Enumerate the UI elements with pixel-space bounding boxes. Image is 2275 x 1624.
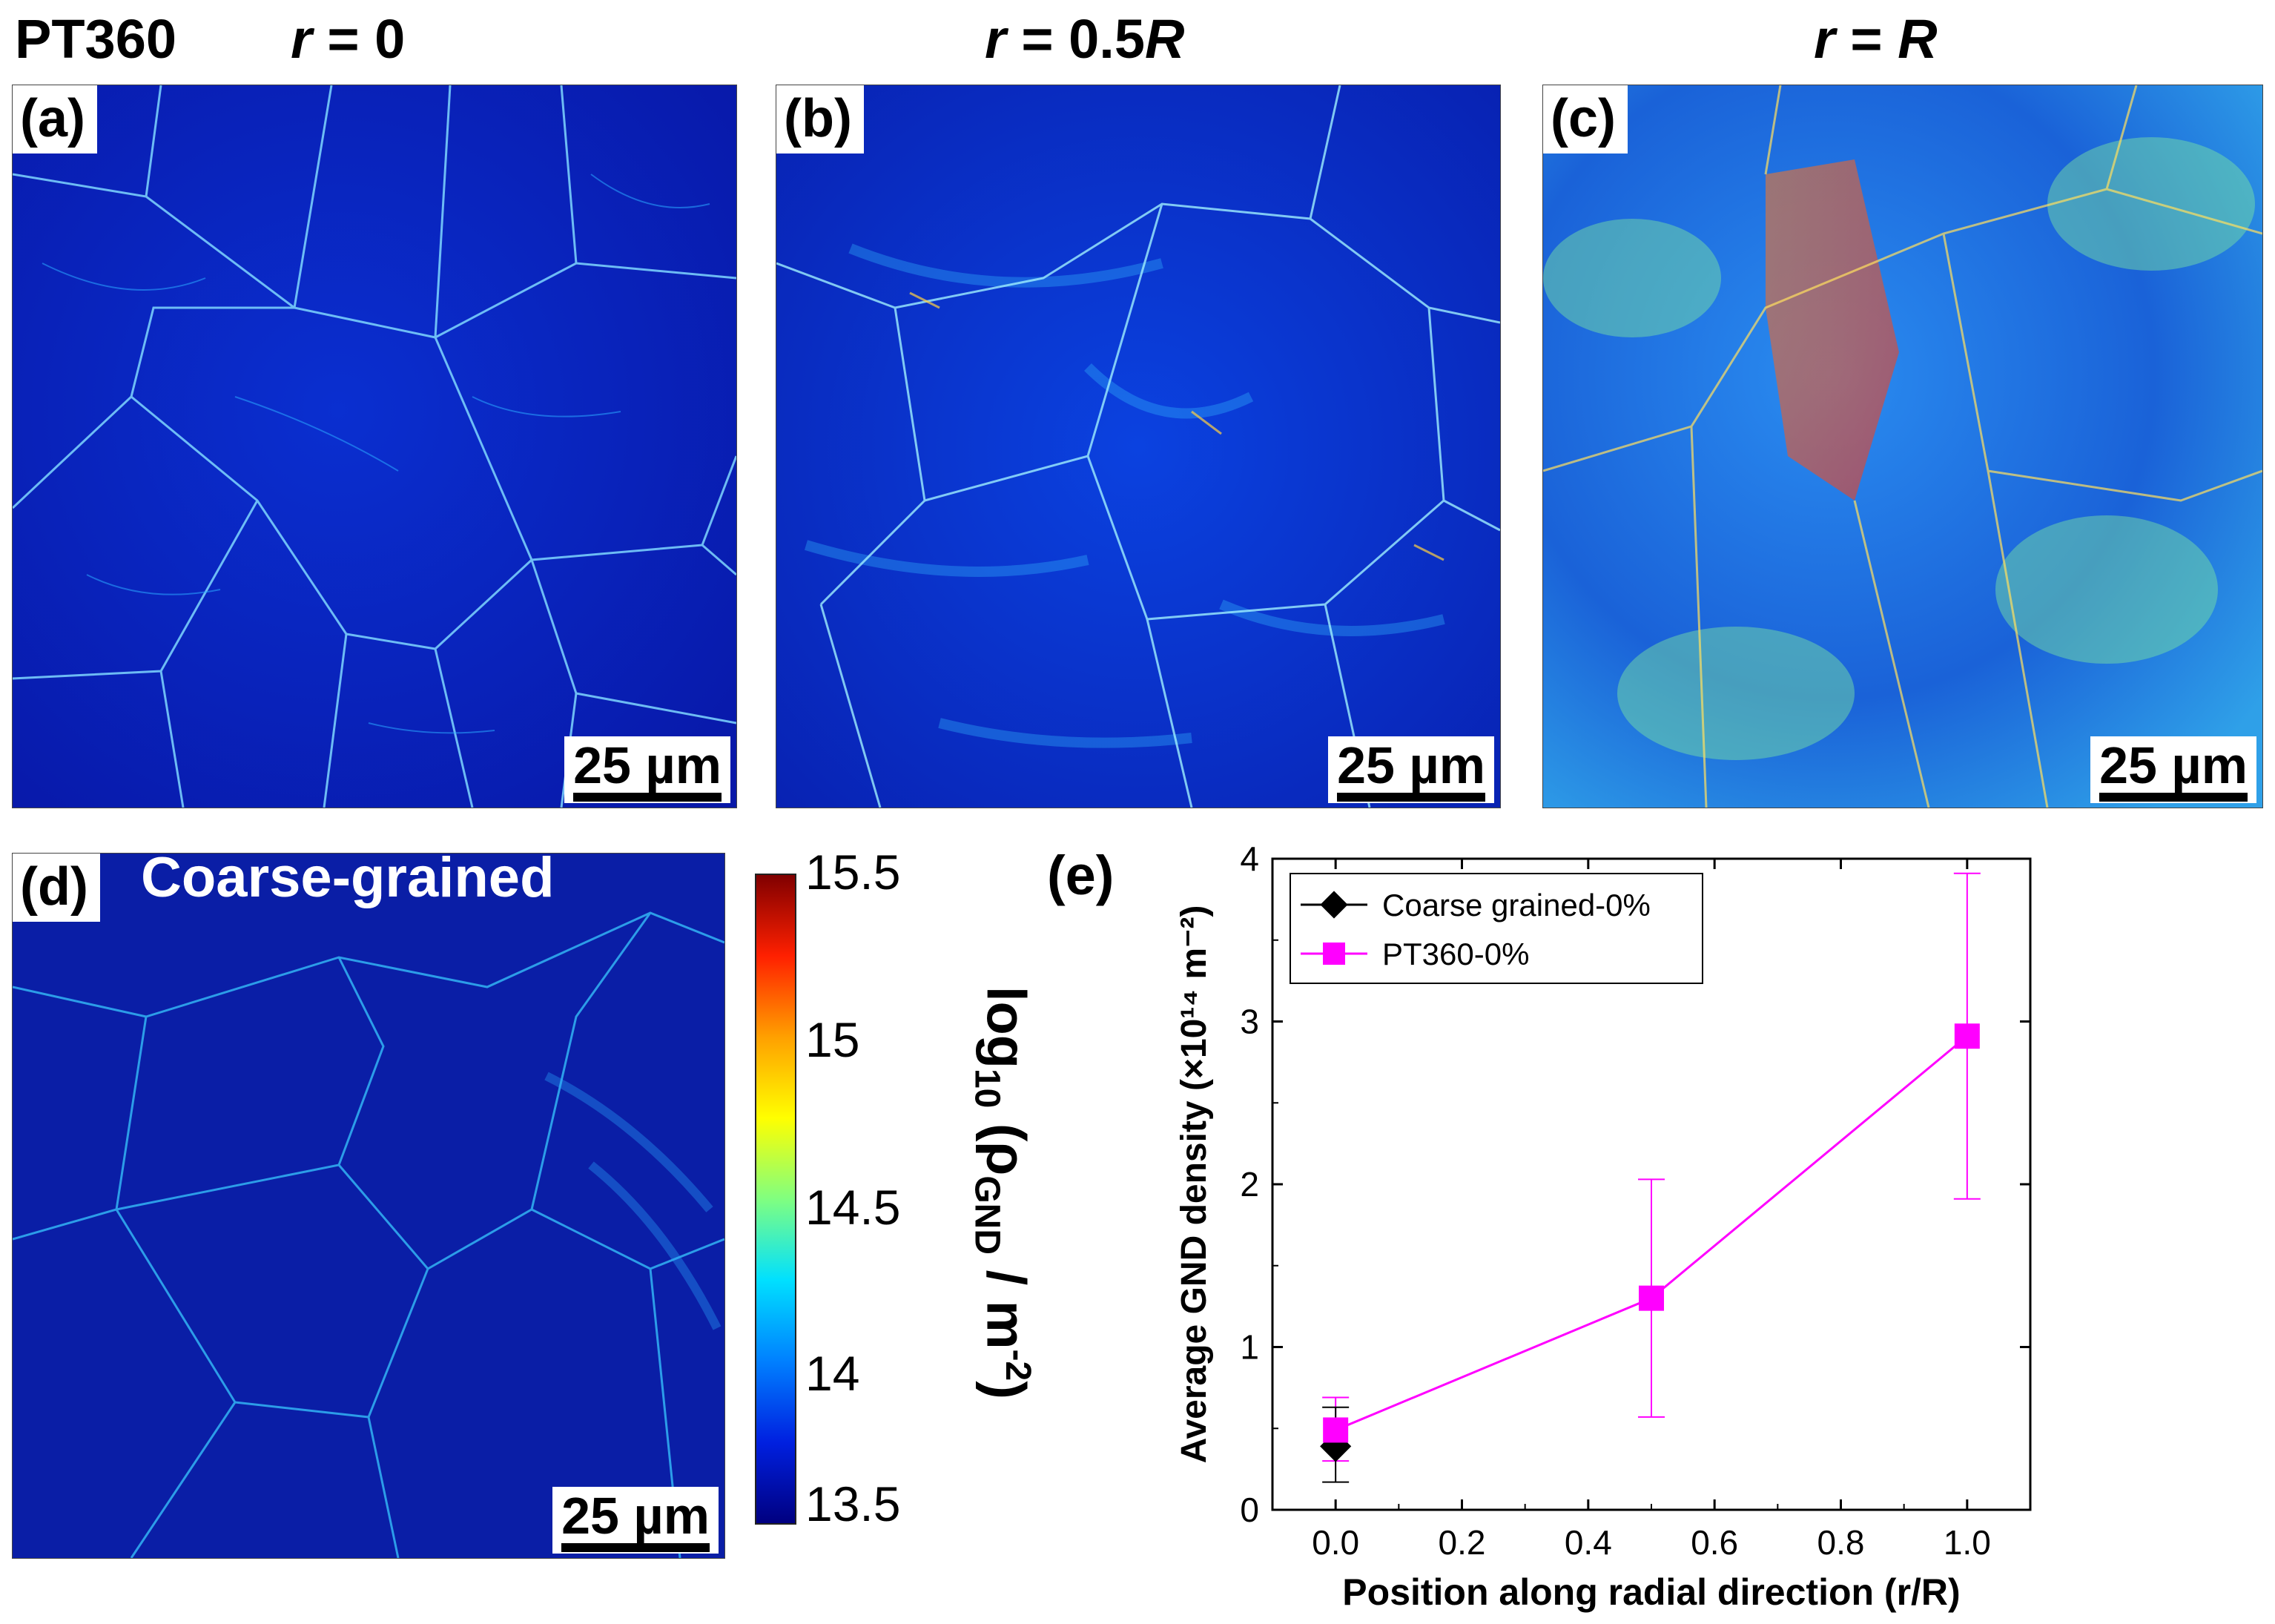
data-point (1639, 1285, 1664, 1311)
header-col-c-eq: = (1835, 8, 1898, 70)
x-tick-label: 0.6 (1691, 1523, 1738, 1562)
header-col-c-var: r (1814, 8, 1835, 70)
scale-bar-a: 25 µm (564, 736, 730, 803)
gnd-map-panel-b: (b) 25 µm (776, 85, 1501, 808)
x-tick-label: 0.2 (1439, 1523, 1486, 1562)
x-tick-label: 0.8 (1817, 1523, 1865, 1562)
header-col-b-eq: = 0.5 (1006, 8, 1146, 70)
x-tick-label: 0.0 (1312, 1523, 1359, 1562)
header-col-b-suffix: R (1145, 8, 1185, 70)
header-col-b: r = 0.5R (985, 7, 1184, 70)
gnd-map-panel-d: (d) 25 µm (12, 853, 725, 1559)
sample-name: PT360 (15, 8, 177, 70)
header-col-a-eq: = 0 (311, 8, 406, 70)
y-tick-label: 3 (1240, 1003, 1259, 1041)
colorbar-tick-label: 14 (805, 1346, 860, 1401)
scale-bar-d: 25 µm (552, 1487, 719, 1554)
gnd-map-panel-c: (c) 25 µm (1542, 85, 2263, 808)
data-point (1323, 1417, 1349, 1443)
colorbar-tick-label: 15.5 (805, 845, 901, 900)
gnd-map-c-image (1543, 85, 2262, 808)
legend-label: Coarse grained-0% (1382, 888, 1651, 922)
y-tick-label: 1 (1240, 1328, 1259, 1367)
legend-marker (1320, 891, 1348, 919)
scale-bar-d-text: 25 µm (561, 1487, 710, 1545)
header-col-b-var: r (985, 8, 1006, 70)
header-col-c-suffix: R (1898, 8, 1938, 70)
gnd-map-a-image (13, 85, 736, 808)
coarse-grained-title: Coarse-grained (141, 846, 555, 909)
y-tick-label: 2 (1240, 1165, 1259, 1204)
panel-b-label: (b) (776, 85, 864, 154)
colorbar (755, 874, 796, 1525)
data-point (1954, 1023, 1980, 1049)
panel-e-label: (e) (1047, 845, 1115, 906)
scale-bar-c-text: 25 µm (2099, 736, 2248, 794)
scale-bar-a-line (573, 793, 722, 802)
scale-bar-c: 25 µm (2090, 736, 2256, 803)
legend-marker (1323, 943, 1345, 965)
legend-box (1290, 873, 1703, 984)
y-tick-label: 4 (1240, 839, 1259, 878)
header-col-a: r = 0 (291, 7, 405, 70)
scale-bar-b-line (1337, 793, 1485, 802)
y-axis-title: Average GND density (×10¹⁴ m⁻²) (1175, 905, 1214, 1464)
gnd-map-b-image (776, 85, 1500, 808)
y-tick-label: 0 (1240, 1491, 1259, 1529)
legend-label: PT360-0% (1382, 937, 1529, 971)
panel-c-label: (c) (1543, 85, 1628, 154)
colorbar-tick-label: 13.5 (805, 1476, 901, 1531)
x-axis-title: Position along radial direction (r/R) (1342, 1571, 1960, 1613)
panel-d-label: (d) (13, 854, 100, 922)
header-col-a-var: r (291, 8, 312, 70)
colorbar-tick-label: 14.5 (805, 1180, 901, 1235)
scale-bar-b-text: 25 µm (1337, 736, 1485, 794)
panel-a-label: (a) (13, 85, 97, 154)
gnd-map-d-image (13, 854, 724, 1558)
scale-bar-d-line (561, 1543, 710, 1552)
x-tick-label: 0.4 (1565, 1523, 1612, 1562)
x-tick-label: 1.0 (1944, 1523, 1991, 1562)
scale-bar-a-text: 25 µm (573, 736, 722, 794)
gnd-map-panel-a: (a) 25 µm (12, 85, 737, 808)
scale-bar-c-line (2099, 793, 2248, 802)
scale-bar-b: 25 µm (1328, 736, 1494, 803)
colorbar-tick-label: 15 (805, 1012, 860, 1067)
header-col-c: r = R (1814, 7, 1938, 70)
